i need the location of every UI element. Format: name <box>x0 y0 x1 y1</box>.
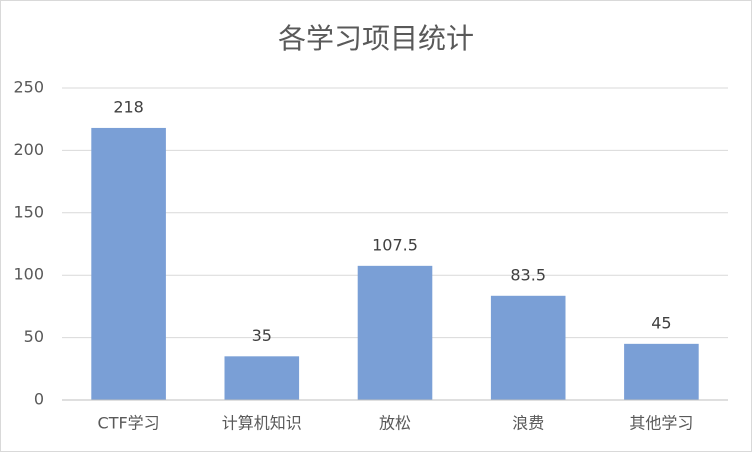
bar <box>357 265 433 400</box>
bar <box>624 343 699 400</box>
bar <box>224 356 300 400</box>
bar <box>490 295 566 400</box>
y-tick-label: 50 <box>24 327 44 346</box>
data-label: 45 <box>651 313 671 332</box>
y-tick-label: 0 <box>34 390 44 409</box>
y-tick-label: 200 <box>13 140 44 159</box>
y-tick-label: 150 <box>13 202 44 221</box>
x-tick-label: 计算机知识 <box>222 414 302 433</box>
data-label: 107.5 <box>372 235 418 254</box>
chart-title: 各学习项目统计 <box>278 22 474 55</box>
x-tick-label: CTF学习 <box>98 414 160 433</box>
x-tick-label: 放松 <box>379 414 411 433</box>
x-tick-label: 浪费 <box>512 414 544 433</box>
y-tick-label: 250 <box>13 78 44 97</box>
data-label: 35 <box>252 326 272 345</box>
data-label: 83.5 <box>510 265 546 284</box>
bar <box>91 127 166 400</box>
data-label: 218 <box>113 97 144 116</box>
y-tick-label: 100 <box>13 265 44 284</box>
x-tick-label: 其他学习 <box>629 414 693 433</box>
